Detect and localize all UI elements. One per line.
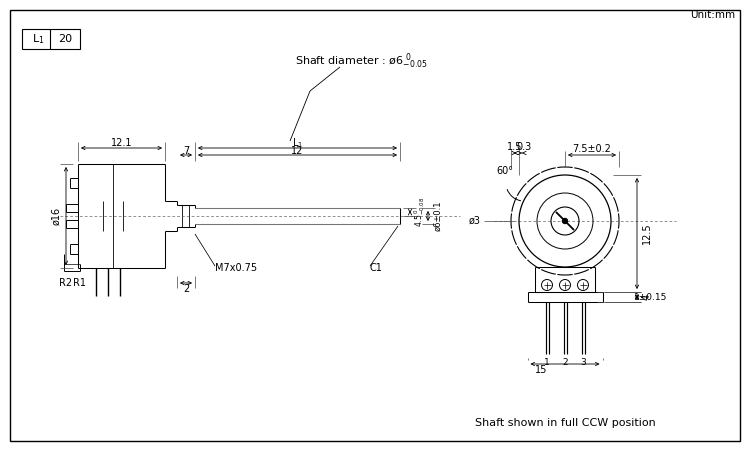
Text: ø6±0.1: ø6±0.1	[433, 201, 442, 231]
Text: M7x0.75: M7x0.75	[215, 263, 257, 273]
Text: 60°: 60°	[496, 166, 514, 176]
Text: 12.1: 12.1	[111, 138, 132, 148]
Text: 1: 1	[544, 358, 550, 367]
Text: 3: 3	[580, 358, 586, 367]
Text: L$_1$: L$_1$	[292, 136, 303, 150]
Text: C1: C1	[370, 263, 382, 273]
Text: L$_1$: L$_1$	[32, 32, 44, 46]
Text: 4.5$^{\ 0}_{-0.08}$: 4.5$^{\ 0}_{-0.08}$	[413, 197, 428, 227]
Text: 1±0.15: 1±0.15	[634, 293, 668, 302]
Text: 2: 2	[562, 358, 568, 367]
Text: 15: 15	[536, 365, 548, 375]
Text: 12.5: 12.5	[642, 223, 652, 244]
Text: 2: 2	[183, 284, 189, 294]
Text: 1.5: 1.5	[507, 142, 523, 152]
Text: Shaft shown in full CCW position: Shaft shown in full CCW position	[475, 418, 656, 428]
Text: 4: 4	[642, 294, 652, 300]
Bar	[22, 29, 80, 49]
Text: Shaft diameter : ø6$^{\ 0}_{-0.05}$: Shaft diameter : ø6$^{\ 0}_{-0.05}$	[295, 51, 428, 71]
Circle shape	[562, 218, 568, 224]
Text: R1: R1	[74, 278, 86, 288]
Text: 12: 12	[291, 147, 304, 156]
Text: ø3: ø3	[469, 216, 481, 226]
Text: R2: R2	[59, 278, 73, 288]
Text: Unit:mm: Unit:mm	[690, 10, 735, 20]
Text: 7: 7	[183, 147, 189, 156]
Text: ø16: ø16	[51, 207, 61, 225]
Text: 0.3: 0.3	[516, 142, 532, 152]
Text: 20: 20	[58, 34, 72, 44]
Text: 7.5±0.2: 7.5±0.2	[572, 144, 611, 154]
